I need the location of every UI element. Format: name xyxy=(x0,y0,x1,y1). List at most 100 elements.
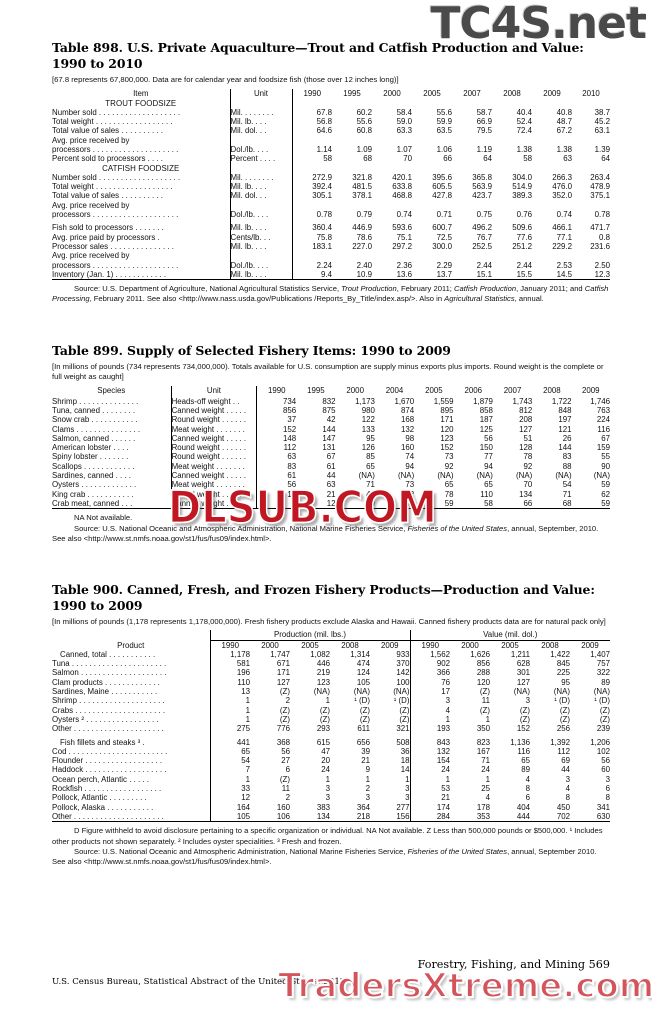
table-row: Total weight . . . . . . . . . . . . . .… xyxy=(52,182,610,192)
value-cell: 353 xyxy=(450,811,490,823)
data-cell: 763 xyxy=(596,405,610,415)
data-cell: 116 xyxy=(597,424,610,434)
production-cell: 196 xyxy=(236,668,250,678)
value-cell: 450 xyxy=(556,802,570,812)
value-cell: 154 xyxy=(436,756,450,766)
table-row: Pollock, Alaska . . . . . . . . . . . 164… xyxy=(52,802,610,812)
value-cell: 3 xyxy=(445,696,450,706)
data-cell: (NA) xyxy=(555,471,572,481)
data-cell: 208 xyxy=(519,415,533,425)
row-unit: Mil. lb. . . . xyxy=(229,182,293,192)
production-cell: 14 xyxy=(370,765,411,775)
row-label: American lobster . . . . xyxy=(52,443,129,453)
value-cell: 167 xyxy=(476,746,490,756)
value-cell: 3 xyxy=(565,774,570,784)
table-899-col-2007: 2007 xyxy=(503,385,522,395)
production-cell: (Z) xyxy=(359,705,370,715)
production-cell: 142 xyxy=(370,668,411,678)
production-cell: (Z) xyxy=(319,705,330,715)
table-899-col-2006: 2006 xyxy=(464,385,482,395)
row-unit: Percent . . . . xyxy=(229,154,293,164)
value-cell: 60 xyxy=(601,765,610,775)
data-cell: 65 xyxy=(444,480,454,490)
table-row: processors . . . . . . . . . . . . . . .… xyxy=(52,260,610,270)
data-cell: 78 xyxy=(444,489,454,499)
table-899-col-2004: 2004 xyxy=(385,385,404,395)
value-cell: (Z) xyxy=(559,714,570,724)
table-900-group-production: Production (mil. lbs.) xyxy=(210,630,411,641)
production-cell: 13 xyxy=(241,687,250,697)
data-cell: 58 xyxy=(323,154,332,164)
data-cell: 147 xyxy=(322,433,336,443)
production-cell: 171 xyxy=(276,668,290,678)
table-row: Avg. price paid by processors . Cents/lb.… xyxy=(52,232,610,242)
data-cell: 305.1 xyxy=(312,191,332,201)
production-cell: 3 xyxy=(365,793,370,803)
table-899-title: Table 899. Supply of Selected Fishery It… xyxy=(52,342,451,358)
data-cell: 263.4 xyxy=(590,172,610,182)
row-unit: Heads-off weight . . xyxy=(170,394,258,406)
row-unit: Dol./lb. . . . xyxy=(229,144,293,155)
value-cell: 178 xyxy=(476,802,490,812)
data-cell: 427.8 xyxy=(432,191,452,201)
value-cell: 843 xyxy=(436,737,450,747)
production-cell: 277 xyxy=(370,802,411,812)
data-cell: 229.2 xyxy=(552,241,572,251)
value-cell: 6 xyxy=(525,793,530,803)
value-cell: 1,626 xyxy=(470,649,490,659)
data-cell: 95 xyxy=(366,433,375,443)
production-cell: 293 xyxy=(316,724,330,734)
row-label: Avg. price received by xyxy=(52,200,130,210)
value-cell: 95 xyxy=(561,677,570,687)
row-label: Sardines, Maine . . . . . . . . . . . xyxy=(52,687,211,697)
data-cell: 59.0 xyxy=(396,117,412,127)
data-cell: 980 xyxy=(361,405,375,415)
data-cell: 478.9 xyxy=(590,182,610,192)
data-cell: 160 xyxy=(401,443,415,453)
table-899-col-2005: 2005 xyxy=(425,385,443,395)
table-898: Item Unit 1990 1995 2000 2005 2007 2008 2009 2010… xyxy=(52,89,610,281)
production-cell: 106 xyxy=(250,811,290,823)
data-cell: 734 xyxy=(283,396,297,406)
table-898-col-2008: 2008 xyxy=(503,89,521,99)
value-cell: 112 xyxy=(557,746,570,756)
row-label: Oysters ² . . . . . . . . . . . . . . . … xyxy=(52,714,211,725)
data-cell: 56 xyxy=(484,433,493,443)
data-cell: 468.8 xyxy=(392,191,412,201)
data-cell: 125 xyxy=(479,424,493,434)
data-cell: 360.4 xyxy=(312,223,332,233)
production-cell: (Z) xyxy=(279,714,290,724)
table-898-col-2009: 2009 xyxy=(543,89,561,99)
production-cell: 3 xyxy=(370,784,411,794)
production-cell: 27 xyxy=(281,756,290,766)
production-cell: 321 xyxy=(370,724,411,734)
data-cell: 15.1 xyxy=(452,269,492,281)
data-cell: 73 xyxy=(405,480,415,490)
table-899-source: Source: U.S. National Oceanic and Atmosp… xyxy=(52,523,599,543)
data-cell: 85 xyxy=(366,452,375,462)
data-cell: 88 xyxy=(562,461,572,471)
data-cell: 79.5 xyxy=(476,126,492,136)
production-cell: (Z) xyxy=(370,705,411,715)
value-cell: 89 xyxy=(521,765,530,775)
table-row: Crab meat, canned . . . Canned weight . .… xyxy=(52,498,610,510)
production-cell: (Z) xyxy=(279,774,290,784)
data-cell: 2.44 xyxy=(516,260,532,270)
data-cell: 55 xyxy=(601,452,610,462)
data-cell: 54 xyxy=(562,480,572,490)
table-899: Species Unit 1990 1995 2000 2004 2005 2006 2007 2… xyxy=(52,385,610,510)
table-899-col-2009: 2009 xyxy=(582,385,600,395)
data-cell: 2.29 xyxy=(436,260,452,270)
row-unit xyxy=(229,200,293,211)
data-cell: 128 xyxy=(519,443,533,453)
value-cell: 193 xyxy=(436,724,450,734)
data-cell: 812 xyxy=(519,405,533,415)
data-cell: 77.1 xyxy=(556,232,572,242)
row-label: King crab . . . . . . . . . . . xyxy=(52,489,134,499)
table-900-title: Table 900. Canned, Fresh, and Frozen Fis… xyxy=(52,582,595,613)
production-cell: 446 xyxy=(316,659,330,669)
value-cell: 845 xyxy=(556,659,570,669)
production-cell: 1,314 xyxy=(350,649,370,659)
table-899-col-species: Species xyxy=(97,385,126,395)
production-cell: 20 xyxy=(321,756,330,766)
